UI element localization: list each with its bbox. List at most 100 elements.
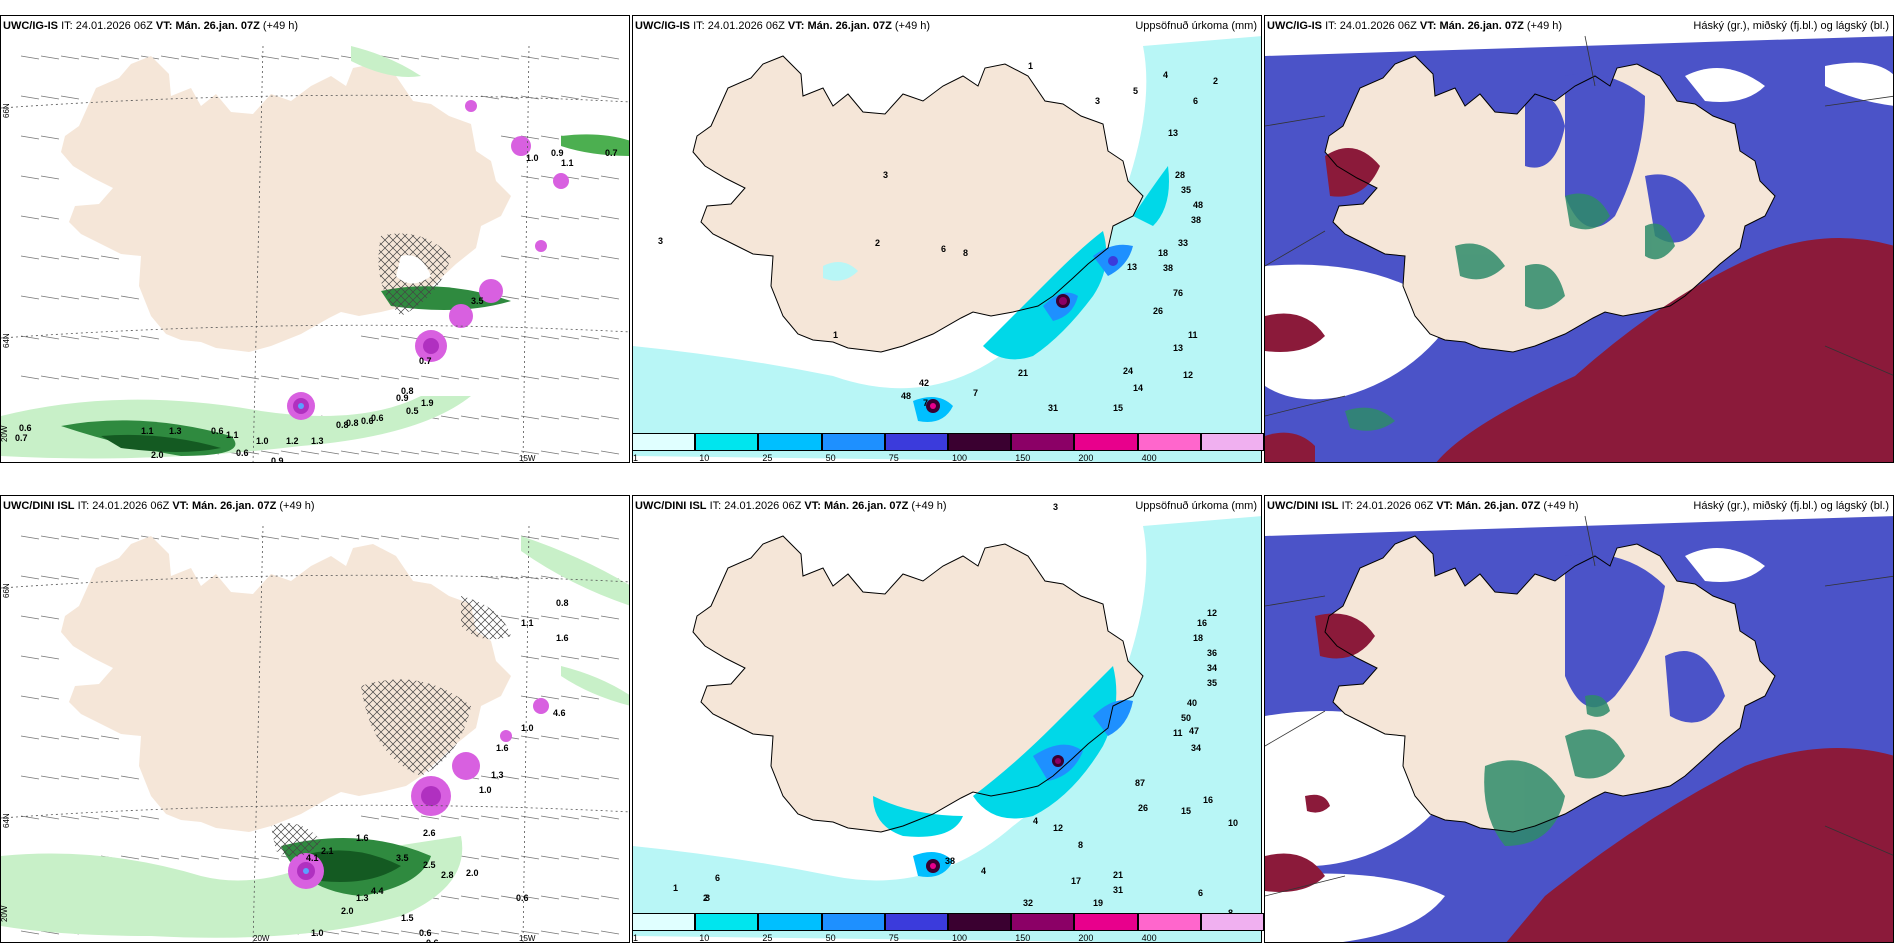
value-label: 87 — [1135, 778, 1145, 788]
vt-label: VT: — [1419, 20, 1437, 32]
value-label: 26 — [1138, 803, 1148, 813]
it-label: IT: — [61, 20, 73, 32]
lon-20-label: 20W — [1, 425, 9, 442]
colorbar-swatch — [948, 433, 1012, 451]
value-label: 34 — [1207, 663, 1217, 673]
value-label: 18 — [1158, 248, 1168, 258]
colorbar-swatch — [821, 913, 885, 931]
value-label: 0.6 — [211, 426, 224, 436]
value-label: 12 — [1207, 608, 1217, 618]
value-label: 1.1 — [141, 426, 154, 436]
value-label: 2 — [1213, 76, 1218, 86]
panel-header: UWC/DINI ISL IT: 24.01.2026 06Z VT: Mán.… — [3, 500, 629, 512]
vt-value: Mán. 26.jan. 07Z — [823, 500, 909, 512]
vt-value: Mán. 26.jan. 07Z — [175, 20, 260, 32]
panel-ig-precip: 1 4 2 5 3 6 3 13 28 35 48 38 33 18 38 76 26 13 11 13 24 14 12 1… — [632, 15, 1262, 463]
value-label: 34 — [1191, 743, 1201, 753]
panel-title: Uppsöfnuð úrkoma (mm) — [1135, 20, 1257, 32]
lead-time: (+49 h) — [894, 20, 931, 32]
value-label: 1.9 — [421, 398, 434, 408]
value-label: 16 — [1197, 618, 1207, 628]
value-label: 1.0 — [479, 785, 492, 795]
value-label: 38 — [1163, 263, 1173, 273]
value-label: 1.3 — [491, 770, 504, 780]
value-label: 3 — [705, 893, 710, 903]
colorbar-tick: 50 — [825, 933, 836, 943]
panel-dini-clouds: UWC/DINI ISL IT: 24.01.2026 06Z VT: Mán.… — [1264, 495, 1894, 943]
value-label: 0.6 — [19, 423, 32, 433]
colorbar-swatch — [821, 433, 885, 451]
colorbar-tick: 10 — [699, 453, 710, 463]
model-name: UWC/IG-IS — [1267, 20, 1322, 32]
value-label: 11 — [1188, 330, 1198, 340]
value-label: 3 — [883, 170, 888, 180]
it-value: 24.01.2026 06Z — [75, 20, 153, 32]
it-value: 24.01.2026 06Z — [1339, 20, 1417, 32]
colorbar-tick: 75 — [888, 453, 899, 463]
panel-header: UWC/IG-IS IT: 24.01.2026 06Z VT: Mán. 26… — [3, 20, 629, 32]
value-label: 28 — [1175, 170, 1185, 180]
value-label: 12 — [1053, 823, 1063, 833]
colorbar-tick: 150 — [1015, 453, 1031, 463]
colorbar-swatch — [695, 433, 759, 451]
value-label: 6 — [1198, 888, 1203, 898]
it-label: IT: — [1341, 500, 1354, 512]
panel-ig-clouds: UWC/IG-IS IT: 24.01.2026 06Z VT: Mán. 26… — [1264, 15, 1894, 463]
value-label: 4 — [1033, 816, 1038, 826]
value-label: 1.0 — [256, 436, 269, 446]
it-label: IT: — [77, 500, 90, 512]
value-label: 18 — [1193, 633, 1203, 643]
value-label: 0.6 — [371, 413, 384, 423]
value-label: 4 — [1163, 70, 1168, 80]
value-label: 38 — [945, 856, 955, 866]
value-label: 0.6 — [361, 416, 374, 426]
vt-label: VT: — [155, 20, 173, 32]
value-label: 35 — [1207, 678, 1217, 688]
value-label: 1.0 — [521, 723, 534, 733]
colorbar-swatch — [1074, 913, 1138, 931]
value-label: 10 — [1228, 818, 1238, 828]
value-label: 48 — [901, 391, 911, 401]
precip-colorbar: 1 10 25 50 75 100 150 200 400 — [632, 433, 1264, 463]
precip-colorbar: 1 10 25 50 75 100 150 200 400 — [632, 913, 1264, 943]
value-label: 2.0 — [341, 906, 354, 916]
value-label: 14 — [1133, 383, 1143, 393]
panel-dini-wind-snow: 0.8 1.1 1.6 4.6 1.0 1.6 1.3 1.0 2.6 3.5 2.5 2.8 2.0 4… — [0, 495, 630, 943]
value-label: 0.9 — [396, 393, 409, 403]
value-label: 0.9 — [551, 148, 564, 158]
colorbar-tick: 25 — [762, 933, 773, 943]
panel-header: UWC/DINI ISL IT: 24.01.2026 06Z VT: Mán.… — [635, 500, 1261, 512]
value-label: 1.3 — [169, 426, 182, 436]
value-label: 8 — [1078, 840, 1083, 850]
value-label: 2 — [703, 893, 708, 903]
value-label: 0.6 — [236, 448, 249, 458]
value-label: 1.1 — [561, 158, 574, 168]
value-label: 0.6 — [516, 893, 529, 903]
lon-15-label: 15W — [519, 934, 536, 943]
value-label: 13 — [1168, 128, 1178, 138]
snow-depth-labels: 0.8 1.1 1.6 4.6 1.0 1.6 1.3 1.0 2.6 3.5 2.5 2.8 2.0 4… — [306, 598, 569, 943]
it-label: IT: — [709, 500, 722, 512]
model-name: UWC/IG-IS — [635, 20, 690, 32]
value-label: 3.5 — [471, 296, 484, 306]
model-name: UWC/IG-IS — [3, 20, 58, 32]
value-label: 0.6 — [426, 938, 439, 943]
colorbar-tick: 1 — [633, 933, 639, 943]
panel-title: Uppsöfnuð úrkoma (mm) — [1135, 500, 1257, 512]
colorbar-swatch — [632, 913, 696, 931]
snow-depth-labels: 0.70.60.71.1 1.3 0.6 1.11.0 1.2 1.30.60.92.00… — [15, 148, 618, 462]
value-label: 5 — [1133, 86, 1138, 96]
colorbar-swatch — [884, 913, 948, 931]
value-label: 21 — [1018, 368, 1028, 378]
value-label: 19 — [1093, 898, 1103, 908]
panel-dini-precip: 3 16 18 12 36 34 35 40 50 47 34 11 87 26 15 10 16 21 31 32 3… — [632, 495, 1262, 943]
value-label: 3 — [1053, 502, 1058, 512]
colorbar-swatch — [758, 433, 822, 451]
vt-label: VT: — [1436, 500, 1453, 512]
value-label: 1.1 — [521, 618, 534, 628]
value-label: 21 — [1113, 870, 1123, 880]
panel-header: UWC/IG-IS IT: 24.01.2026 06Z VT: Mán. 26… — [635, 20, 1261, 32]
it-value: 24.01.2026 06Z — [92, 500, 170, 512]
colorbar-tick: 25 — [762, 453, 773, 463]
